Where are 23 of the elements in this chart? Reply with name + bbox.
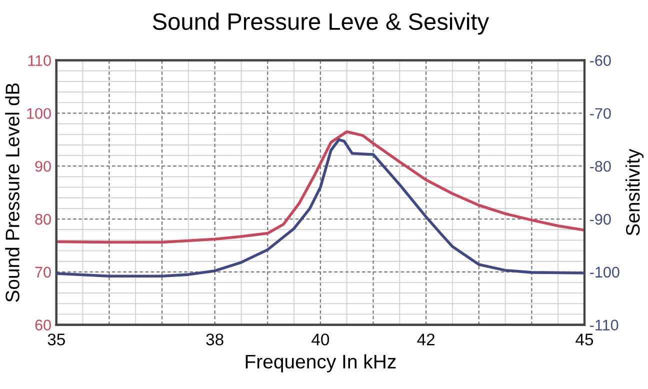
y-tick-label: 110 — [28, 55, 51, 66]
y2-tick-label: -70 — [590, 108, 611, 119]
x-tick-label: 40 — [312, 334, 330, 346]
y-tick-label: 60 — [35, 320, 51, 330]
chart-title: Sound Pressure Leve & Sesivity — [152, 12, 490, 35]
x-tick-label: 45 — [576, 334, 594, 346]
y2-tick-label: -80 — [590, 160, 611, 172]
y-tick-label: 70 — [35, 266, 51, 278]
x-tick-label: 42 — [417, 334, 434, 346]
x-tick-label: 38 — [206, 334, 224, 346]
line-series — [56, 130, 584, 244]
y2-tick-label: -60 — [590, 55, 611, 66]
y2-tick-label: -90 — [590, 214, 611, 225]
y-tick-label: 80 — [35, 214, 51, 225]
x-tick-label: 35 — [48, 334, 65, 346]
y2-axis-title: Sensitivity — [625, 148, 644, 236]
y-tick-label: 90 — [35, 160, 51, 172]
y-axis-title: Sound Pressure Level dB — [5, 83, 20, 302]
y-tick-label: 100 — [27, 108, 51, 119]
y2-tick-label: -100 — [590, 266, 620, 278]
x-axis-title: Frequency In kHz — [246, 354, 396, 372]
y2-tick-label: -110 — [590, 320, 618, 330]
line-series — [56, 138, 584, 278]
